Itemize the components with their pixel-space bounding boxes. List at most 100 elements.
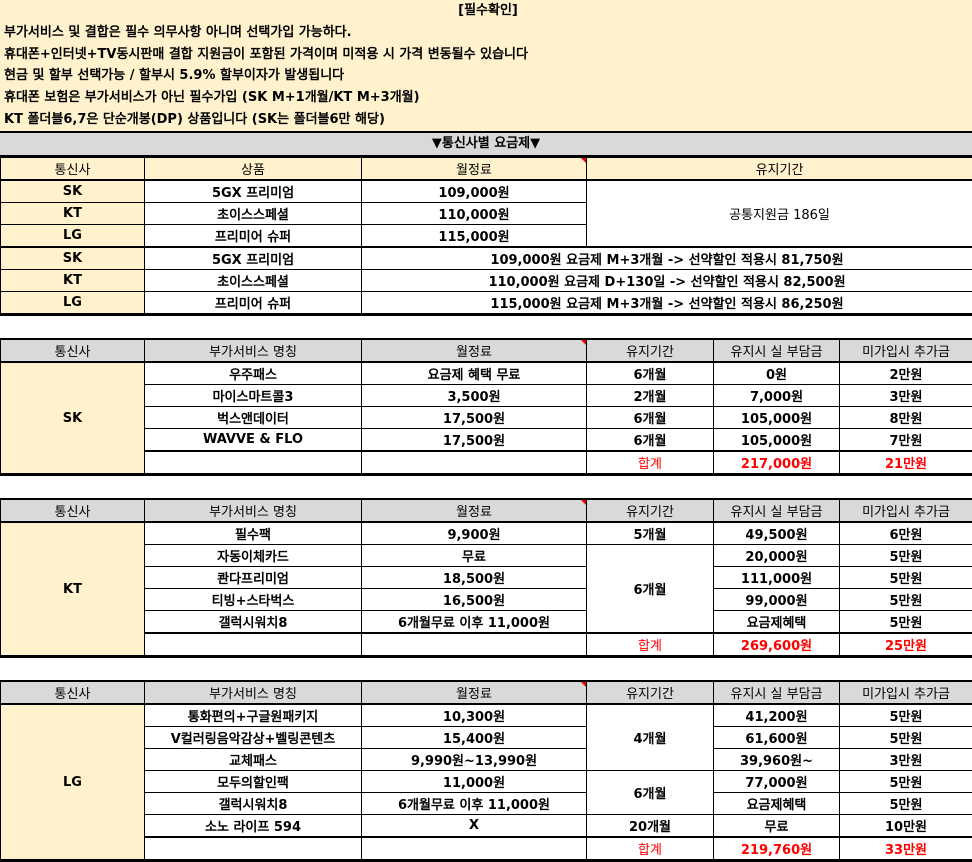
carrier-cell: SK xyxy=(1,180,145,203)
period-cell: 공통지원금 186일 xyxy=(587,180,972,247)
empty-cell xyxy=(362,451,587,475)
carrier-cell: SK xyxy=(1,362,145,475)
fee-cell: 10,300원 xyxy=(362,704,587,727)
penalty-cell: 5만원 xyxy=(840,704,972,727)
fee-cell: 110,000원 xyxy=(362,203,587,225)
penalty-cell: 5만원 xyxy=(840,611,972,634)
service-name-cell: 모두의할인팩 xyxy=(145,771,362,793)
section-gap xyxy=(0,316,972,338)
column-header: 유지시 실 부담금 xyxy=(714,681,840,704)
actual-cost-cell: 요금제혜택 xyxy=(714,793,840,815)
total-label: 합계 xyxy=(587,633,714,657)
total-cost: 219,760원 xyxy=(714,837,840,861)
penalty-cell: 8만원 xyxy=(840,407,972,429)
empty-cell xyxy=(145,633,362,657)
column-header: 월정료 xyxy=(362,499,587,522)
column-header: 부가서비스 명칭 xyxy=(145,339,362,362)
column-header: 유지기간 xyxy=(587,158,972,181)
fee-cell: 17,500원 xyxy=(362,407,587,429)
actual-cost-cell: 7,000원 xyxy=(714,385,840,407)
fee-cell: 3,500원 xyxy=(362,385,587,407)
actual-cost-cell: 77,000원 xyxy=(714,771,840,793)
service-name-cell: 필수팩 xyxy=(145,522,362,545)
carrier-cell: LG xyxy=(1,225,145,248)
fee-cell: 109,000원 xyxy=(362,180,587,203)
penalty-cell: 3만원 xyxy=(840,385,972,407)
product-cell: 5GX 프리미엄 xyxy=(145,180,362,203)
actual-cost-cell: 무료 xyxy=(714,815,840,838)
column-header: 통신사 xyxy=(1,339,145,362)
comment-marker-icon xyxy=(581,158,586,163)
fee-cell: 15,400원 xyxy=(362,727,587,749)
fee-cell: 115,000원 xyxy=(362,225,587,248)
column-header: 통신사 xyxy=(1,499,145,522)
actual-cost-cell: 49,500원 xyxy=(714,522,840,545)
product-cell: 프리미어 슈퍼 xyxy=(145,292,362,315)
total-penalty: 33만원 xyxy=(840,837,972,861)
column-header: 통신사 xyxy=(1,158,145,181)
notice-line: 부가서비스 및 결합은 필수 의무사항 아니며 선택가입 가능하다. xyxy=(0,22,972,44)
actual-cost-cell: 20,000원 xyxy=(714,545,840,567)
plans-section-title: ▼통신사별 요금제▼ xyxy=(0,133,972,157)
service-name-cell: 갤럭시워치8 xyxy=(145,793,362,815)
actual-cost-cell: 105,000원 xyxy=(714,407,840,429)
actual-cost-cell: 39,960원~ xyxy=(714,749,840,771)
total-label: 합계 xyxy=(587,451,714,475)
column-header: 미가입시 추가금 xyxy=(840,339,972,362)
column-header: 월정료 xyxy=(362,339,587,362)
column-header: 유지기간 xyxy=(587,339,714,362)
column-header: 부가서비스 명칭 xyxy=(145,499,362,522)
total-penalty: 25만원 xyxy=(840,633,972,657)
penalty-cell: 7만원 xyxy=(840,429,972,452)
notice-box: [필수확인] 부가서비스 및 결합은 필수 의무사항 아니며 선택가입 가능하다… xyxy=(0,0,972,133)
period-cell: 6개월 xyxy=(587,545,714,634)
service-name-cell: 벅스앤데이터 xyxy=(145,407,362,429)
empty-cell xyxy=(145,837,362,861)
fee-cell: 6개월무료 이후 11,000원 xyxy=(362,611,587,634)
penalty-cell: 6만원 xyxy=(840,522,972,545)
column-header: 유지기간 xyxy=(587,499,714,522)
fee-cell: 9,990원~13,990원 xyxy=(362,749,587,771)
column-header: 유지시 실 부담금 xyxy=(714,499,840,522)
penalty-cell: 5만원 xyxy=(840,589,972,611)
penalty-cell: 5만원 xyxy=(840,545,972,567)
penalty-cell: 5만원 xyxy=(840,567,972,589)
period-cell: 4개월 xyxy=(587,704,714,771)
penalty-cell: 10만원 xyxy=(840,815,972,838)
fee-cell: 11,000원 xyxy=(362,771,587,793)
carrier-cell: SK xyxy=(1,247,145,270)
column-header: 미가입시 추가금 xyxy=(840,499,972,522)
actual-cost-cell: 111,000원 xyxy=(714,567,840,589)
service-name-cell: 콴다프리미엄 xyxy=(145,567,362,589)
service-name-cell: V컬러링음악감상+벨링콘텐츠 xyxy=(145,727,362,749)
product-cell: 5GX 프리미엄 xyxy=(145,247,362,270)
column-header: 월정료 xyxy=(362,681,587,704)
service-name-cell: 마이스마트콜3 xyxy=(145,385,362,407)
service-name-cell: 소노 라이프 594 xyxy=(145,815,362,838)
penalty-cell: 5만원 xyxy=(840,727,972,749)
column-header: 통신사 xyxy=(1,681,145,704)
period-cell: 20개월 xyxy=(587,815,714,838)
penalty-cell: 2만원 xyxy=(840,362,972,385)
service-name-cell: 교체패스 xyxy=(145,749,362,771)
period-cell: 2개월 xyxy=(587,385,714,407)
carrier-cell: KT xyxy=(1,270,145,292)
